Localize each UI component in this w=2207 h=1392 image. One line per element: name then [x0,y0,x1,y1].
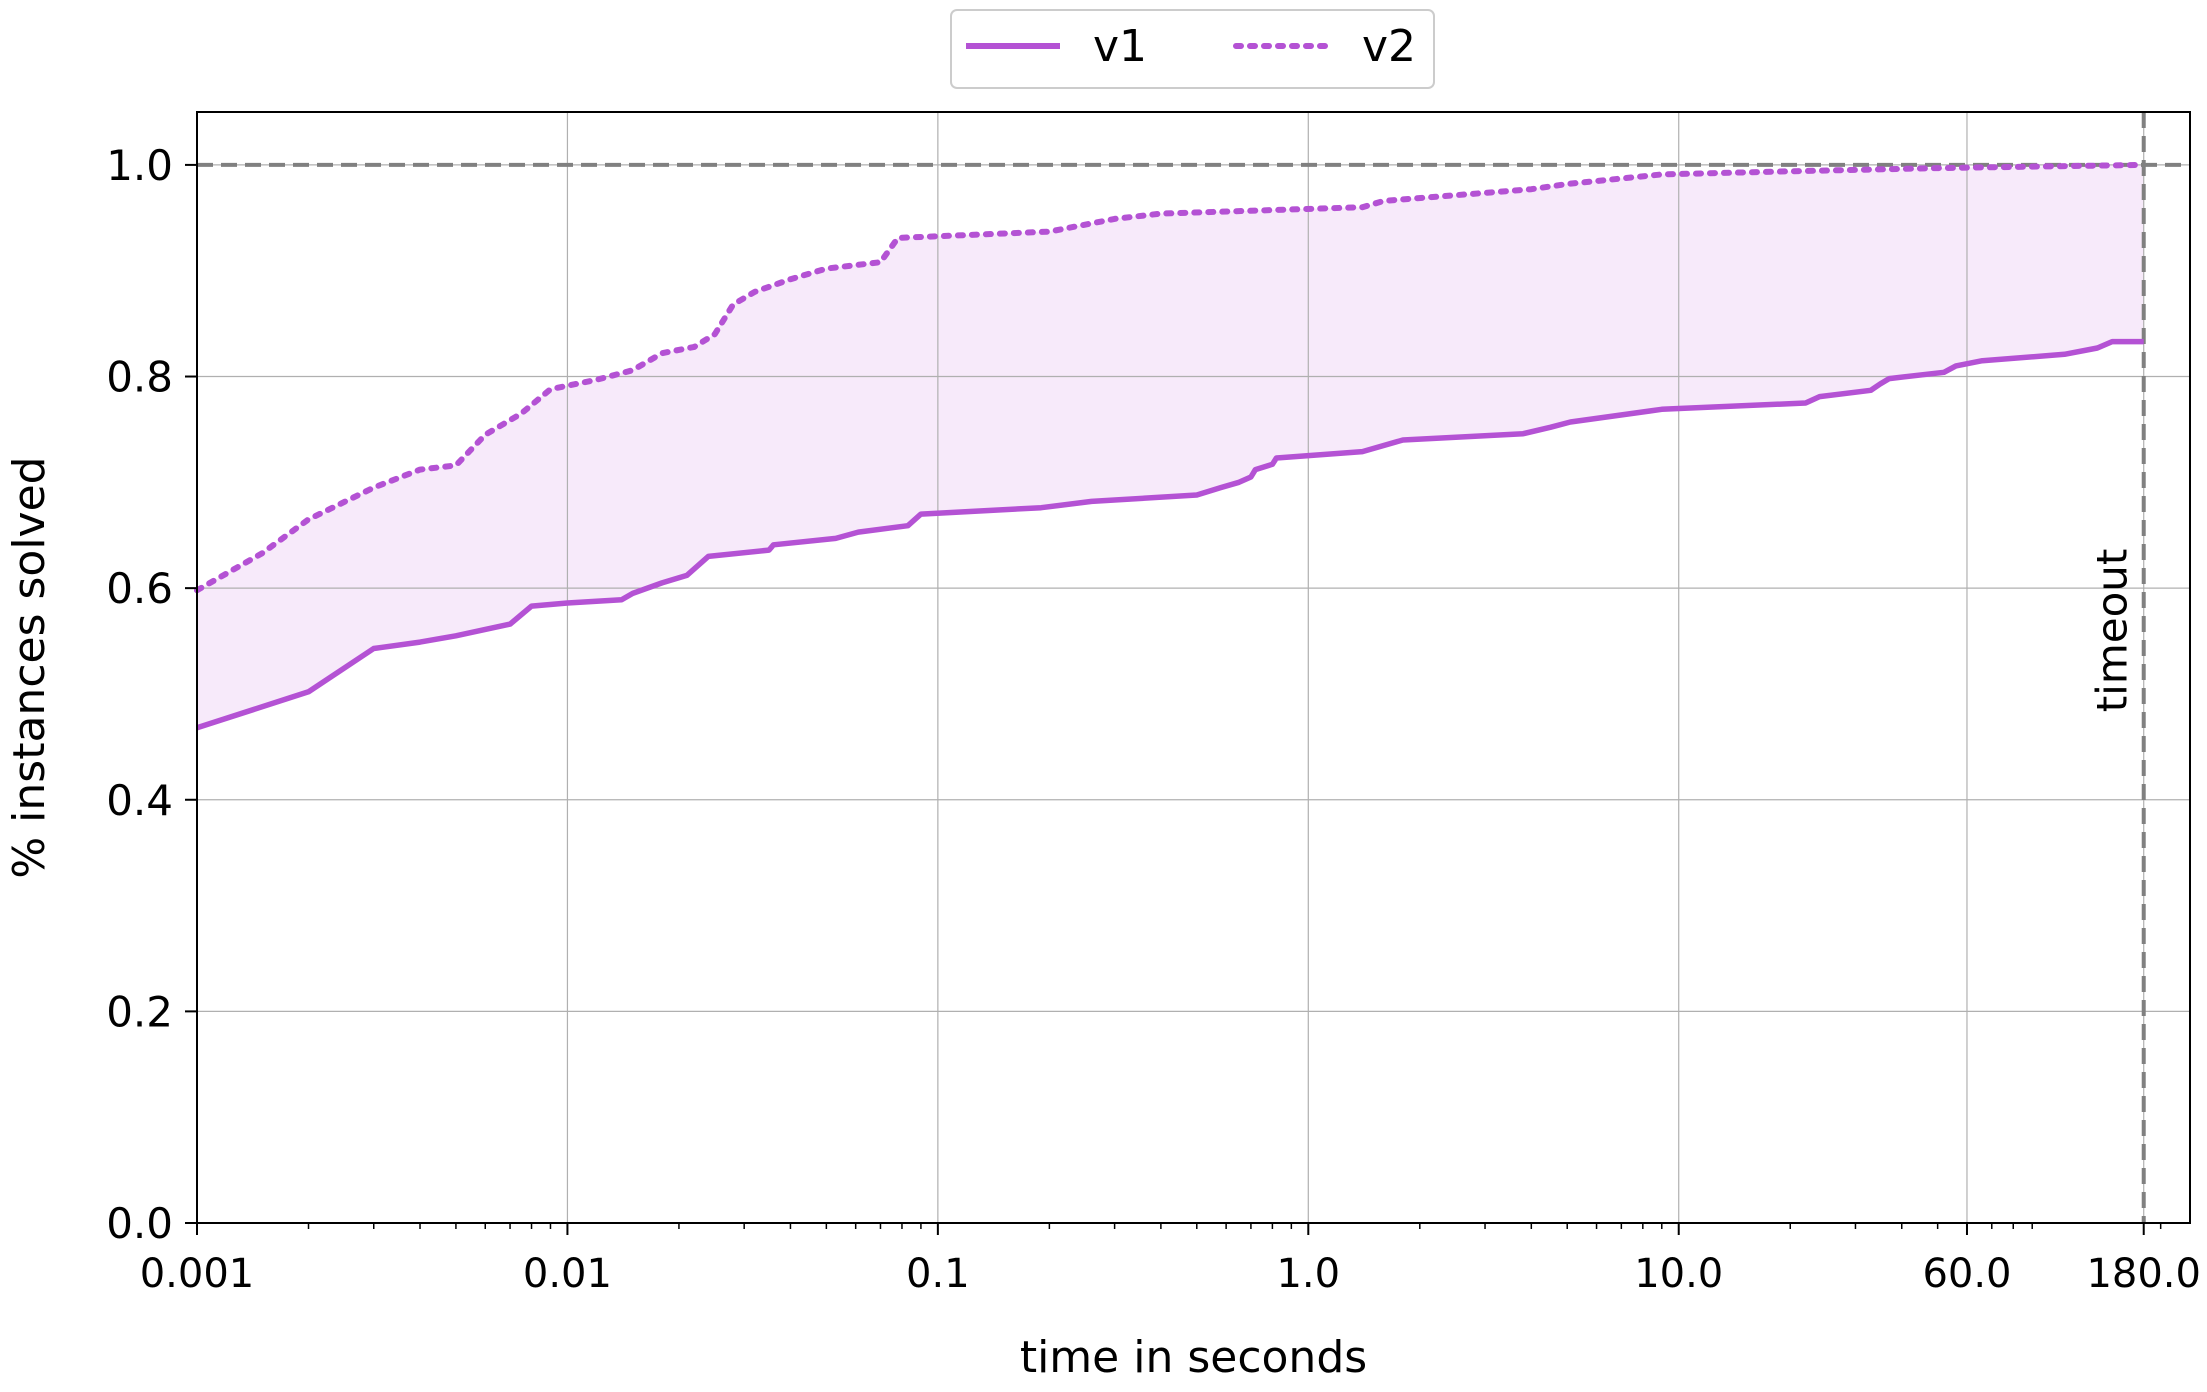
y-tick-label: 0.6 [106,564,173,613]
y-tick-label: 0.8 [106,353,173,402]
y-tick-label: 1.0 [106,141,173,190]
x-tick-label: 0.1 [906,1251,970,1297]
legend[interactable]: v1 v2 [950,9,1435,89]
timeout-label: timeout [2088,549,2137,713]
y-tick-label: 0.4 [106,776,173,825]
x-tick-label: 1.0 [1276,1251,1340,1297]
series-line-v2 [194,161,2147,594]
series-lines [194,161,2147,731]
x-tick-label: 60.0 [1922,1251,2011,1297]
x-tick-label: 0.01 [523,1251,612,1297]
x-tick-label: 180.0 [2086,1251,2201,1297]
y-tick-label: 0.2 [106,987,173,1036]
y-tick-label: 0.0 [106,1199,173,1248]
plot-frame [196,111,2191,1224]
x-tick-label: 0.001 [140,1251,255,1297]
tick-labels: 0.001 0.01 0.1 1.0 10.0 60.0 180.0 0.0 0.2 0.4 0.6… [106,141,2201,1297]
axis-ticks [185,163,2162,1235]
x-axis-label: time in seconds [1020,1332,1367,1383]
legend-label-v2: v2 [1362,21,1416,72]
fill-between-path [197,164,2144,728]
legend-box [950,9,1435,89]
legend-label-v1: v1 [1093,21,1147,72]
y-axis-label: % instances solved [4,456,55,878]
series-line-v1 [196,338,2144,731]
fill-between-area [197,164,2144,728]
x-tick-label: 10.0 [1634,1251,1723,1297]
reference-lines [197,112,2190,1223]
